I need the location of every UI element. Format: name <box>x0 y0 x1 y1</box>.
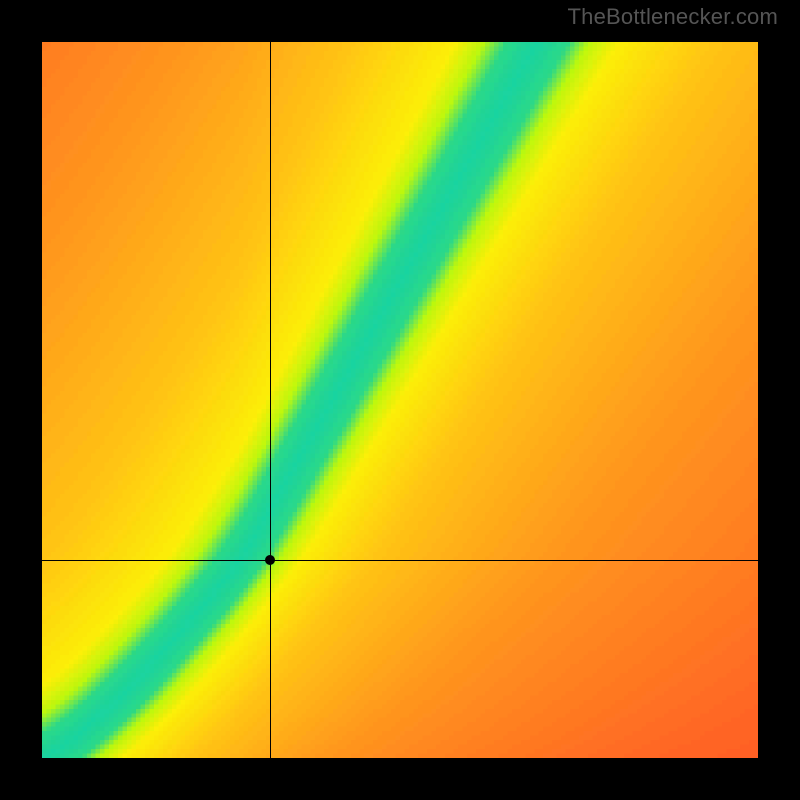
source-label: TheBottlenecker.com <box>568 4 778 30</box>
heatmap-canvas <box>42 42 758 758</box>
plot-area <box>42 42 758 758</box>
